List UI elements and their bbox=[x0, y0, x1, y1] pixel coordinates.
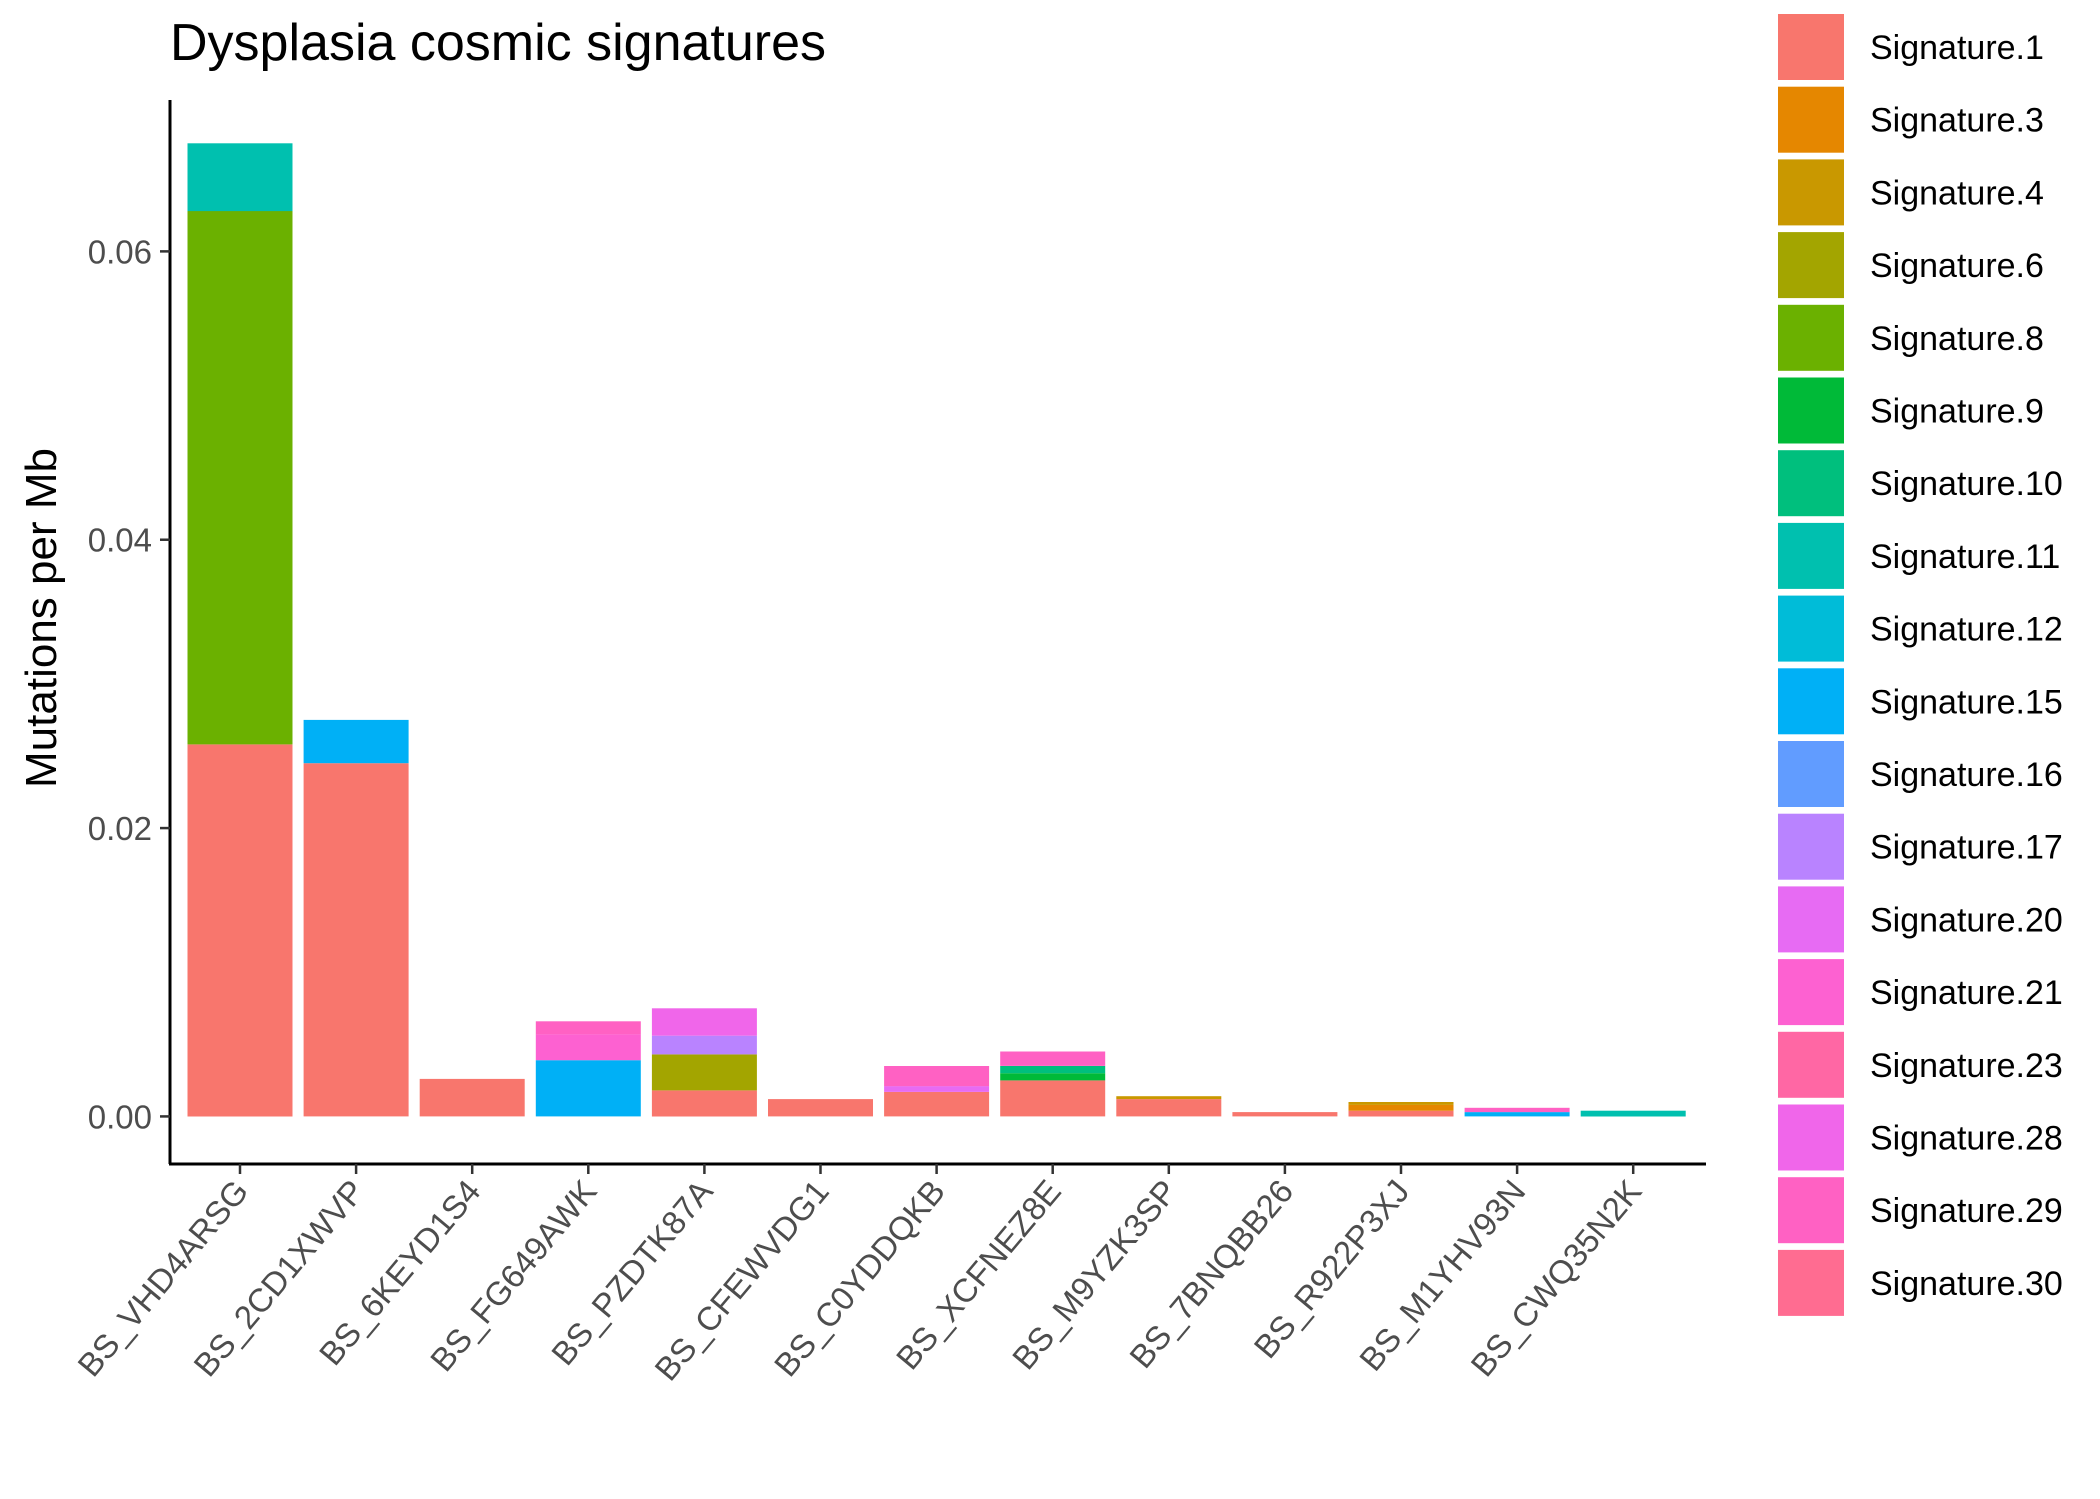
bar-segment bbox=[1000, 1073, 1106, 1081]
bar-segment bbox=[1232, 1112, 1338, 1117]
bar-segment bbox=[1464, 1107, 1570, 1113]
bar-segment bbox=[535, 1034, 641, 1061]
bar-segment bbox=[651, 1054, 757, 1091]
legend-label: Signature.21 bbox=[1870, 974, 2063, 1012]
legend-key bbox=[1778, 668, 1844, 735]
bar-segment bbox=[651, 1035, 757, 1055]
bar-segment bbox=[1116, 1096, 1222, 1100]
bar-segment bbox=[1000, 1051, 1106, 1066]
bar-segment bbox=[303, 719, 409, 764]
legend-key bbox=[1778, 86, 1844, 153]
legend-key bbox=[1778, 450, 1844, 517]
bar-segment bbox=[1000, 1066, 1106, 1074]
bar-segment bbox=[884, 1086, 990, 1092]
bar-segment bbox=[535, 1060, 641, 1117]
legend-key bbox=[1778, 959, 1844, 1026]
bar-segment bbox=[1348, 1110, 1454, 1117]
bar-segment bbox=[1116, 1099, 1222, 1117]
bar-segment bbox=[1000, 1080, 1106, 1117]
bar-segment bbox=[884, 1091, 990, 1117]
legend-key bbox=[1778, 1249, 1844, 1316]
bar-segment bbox=[187, 211, 293, 745]
bar-segment bbox=[1464, 1112, 1570, 1117]
legend-label: Signature.9 bbox=[1870, 393, 2044, 431]
legend-key bbox=[1778, 1177, 1844, 1244]
bar-segment bbox=[768, 1099, 873, 1117]
legend-key bbox=[1778, 813, 1844, 880]
legend-label: Signature.28 bbox=[1870, 1120, 2063, 1158]
y-axis-label: Mutations per Mb bbox=[17, 448, 66, 788]
chart-title: Dysplasia cosmic signatures bbox=[170, 14, 826, 72]
legend-label: Signature.20 bbox=[1870, 901, 2063, 939]
legend-label: Signature.1 bbox=[1870, 29, 2044, 67]
bar-segment bbox=[651, 1090, 757, 1117]
legend-key bbox=[1778, 1031, 1844, 1098]
legend-key bbox=[1778, 159, 1844, 226]
legend-label: Signature.17 bbox=[1870, 829, 2063, 867]
legend-label: Signature.11 bbox=[1870, 538, 2060, 576]
y-tick-label: 0.04 bbox=[88, 522, 152, 559]
bar-segment bbox=[651, 1008, 757, 1036]
legend-label: Signature.8 bbox=[1870, 320, 2044, 358]
legend-label: Signature.16 bbox=[1870, 756, 2063, 794]
legend-key bbox=[1778, 886, 1844, 953]
y-tick-label: 0.00 bbox=[88, 1098, 152, 1135]
y-tick-label: 0.06 bbox=[88, 233, 152, 270]
legend-key bbox=[1778, 741, 1844, 807]
plot-area bbox=[187, 143, 1686, 1117]
legend-key bbox=[1778, 304, 1844, 371]
legend-key bbox=[1778, 232, 1844, 299]
legend-label: Signature.12 bbox=[1870, 611, 2063, 649]
bar-segment bbox=[884, 1066, 990, 1087]
bar-segment bbox=[303, 763, 409, 1117]
y-axis-ticks: 0.00 0.02 0.04 0.06 bbox=[88, 233, 170, 1135]
legend: Signature.1 Signature.3 Signature.4 Signatu… bbox=[1778, 14, 2063, 1316]
bar-segment bbox=[419, 1078, 525, 1117]
legend-label: Signature.3 bbox=[1870, 102, 2044, 140]
bar-segment bbox=[1580, 1110, 1686, 1117]
legend-label: Signature.23 bbox=[1870, 1047, 2063, 1085]
bar-segment bbox=[1348, 1104, 1454, 1111]
x-axis-ticks: BS_VHD4ARSGBS_2CD1XWVPBS_6KEYD1S4BS_FG64… bbox=[70, 1164, 1649, 1388]
legend-label: Signature.30 bbox=[1870, 1265, 2063, 1303]
legend-key bbox=[1778, 595, 1844, 662]
legend-key bbox=[1778, 522, 1844, 589]
legend-key bbox=[1778, 1104, 1844, 1171]
legend-key bbox=[1778, 14, 1844, 80]
y-tick-label: 0.02 bbox=[88, 810, 152, 847]
bar-segment bbox=[187, 744, 293, 1117]
legend-label: Signature.29 bbox=[1870, 1192, 2063, 1230]
legend-key bbox=[1778, 377, 1844, 444]
bar-segment bbox=[1348, 1102, 1454, 1105]
legend-label: Signature.10 bbox=[1870, 465, 2063, 503]
bar-segment bbox=[187, 143, 293, 212]
bar-segment bbox=[535, 1021, 641, 1035]
legend-label: Signature.15 bbox=[1870, 683, 2063, 721]
legend-label: Signature.4 bbox=[1870, 174, 2044, 212]
legend-label: Signature.6 bbox=[1870, 247, 2044, 285]
